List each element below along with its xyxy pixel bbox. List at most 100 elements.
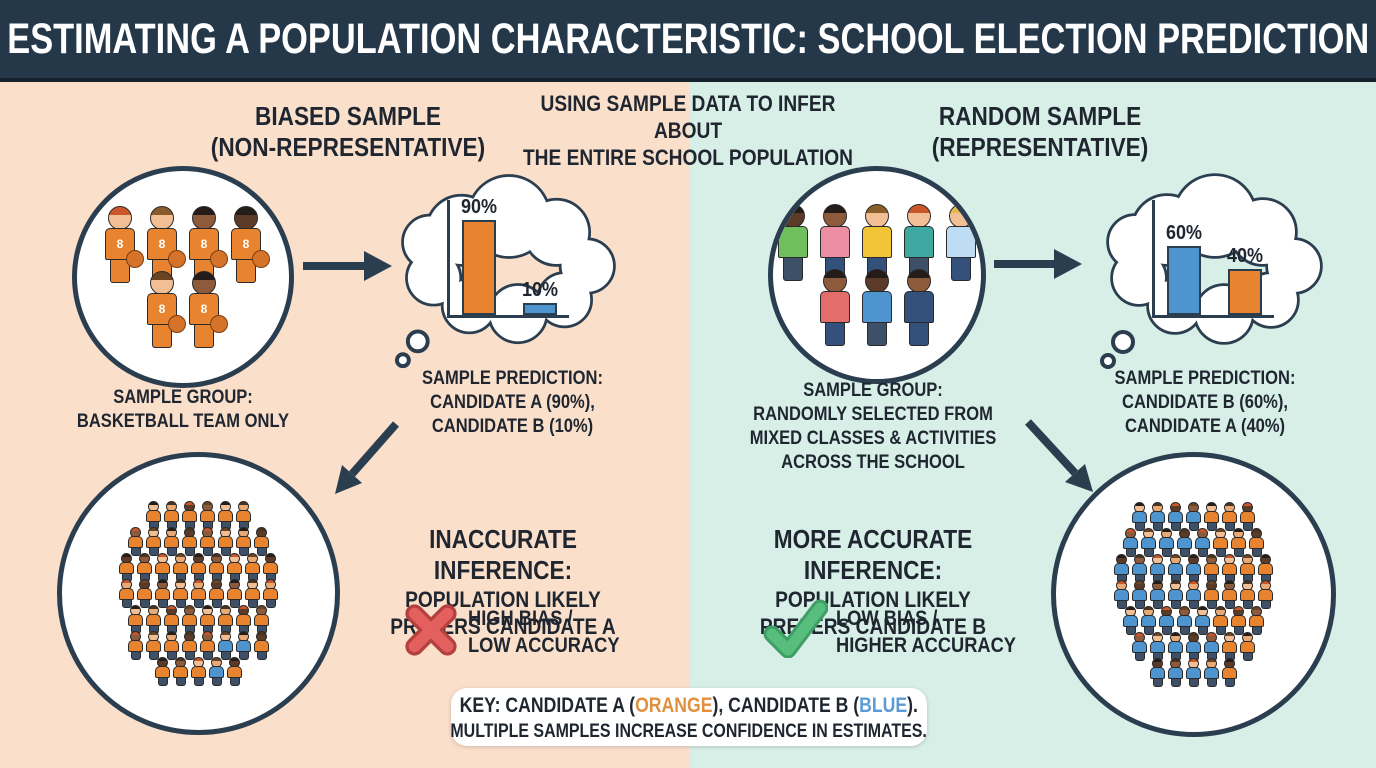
person-figure	[164, 527, 179, 556]
person-figure	[1159, 528, 1174, 557]
person-figure	[820, 269, 850, 346]
biased-population-circle	[57, 452, 340, 735]
person-figure	[1204, 632, 1219, 661]
person-figure	[146, 605, 161, 634]
bar-label-candidate-a: 90%	[461, 196, 498, 218]
person-figure	[1222, 632, 1237, 661]
person-figure	[173, 657, 188, 686]
person-figure	[1186, 632, 1201, 661]
crowd-row	[1056, 580, 1331, 609]
person-figure	[1168, 658, 1183, 687]
random-sample-group-caption: SAMPLE GROUP: RANDOMLY SELECTED FROM MIX…	[749, 380, 997, 473]
sample-row	[773, 269, 981, 346]
page-title: ESTIMATING A POPULATION CHARACTERISTIC: …	[7, 14, 1369, 63]
person-figure	[1249, 528, 1264, 557]
person-figure	[1231, 606, 1246, 635]
person-figure	[1150, 658, 1165, 687]
person-figure	[1159, 606, 1174, 635]
person-figure	[1132, 502, 1147, 531]
person-figure	[254, 527, 269, 556]
basketball-icon	[210, 250, 228, 268]
person-figure	[1258, 580, 1273, 609]
person-figure	[862, 269, 892, 346]
person-figure	[1240, 554, 1255, 583]
basketball-icon	[252, 250, 270, 268]
person-figure	[182, 631, 197, 660]
random-prediction-thought-bubble: 60% 40%	[1092, 170, 1332, 370]
bar-candidate-a	[1227, 269, 1262, 315]
person-figure	[146, 631, 161, 660]
person-figure: 8	[231, 206, 270, 283]
person-figure	[227, 553, 242, 582]
key-line-2: MULTIPLE SAMPLES INCREASE CONFIDENCE IN …	[450, 720, 928, 742]
person-figure	[1222, 658, 1237, 687]
crowd-row	[62, 605, 335, 634]
person-figure	[200, 605, 215, 634]
person-figure	[1141, 606, 1156, 635]
person-figure	[254, 631, 269, 660]
random-sample-prediction-caption: SAMPLE PREDICTION: CANDIDATE B (60%), CA…	[1114, 368, 1296, 437]
basketball-icon	[126, 250, 144, 268]
bar-candidate-a	[462, 220, 497, 315]
thought-cloud-icon	[394, 174, 616, 369]
person-figure	[1195, 528, 1210, 557]
person-figure	[182, 527, 197, 556]
crowd-row	[62, 579, 335, 608]
crowd-row	[1056, 528, 1331, 557]
person-figure	[1222, 554, 1237, 583]
person-figure	[209, 657, 224, 686]
person-figure: 8	[105, 206, 144, 283]
person-figure	[1123, 528, 1138, 557]
person-figure	[146, 527, 161, 556]
person-figure	[1240, 502, 1255, 531]
person-figure	[119, 553, 134, 582]
red-x-icon	[405, 604, 457, 656]
person-figure	[218, 501, 233, 530]
person-figure: 8	[189, 271, 228, 348]
bar-candidate-b	[522, 303, 557, 315]
person-figure	[946, 204, 976, 281]
person-figure	[200, 501, 215, 530]
bar-candidate-b	[1167, 246, 1202, 315]
person-figure	[182, 501, 197, 530]
person-figure	[1240, 632, 1255, 661]
person-figure	[164, 605, 179, 634]
person-figure	[1132, 554, 1147, 583]
person-figure	[1186, 554, 1201, 583]
person-figure	[137, 553, 152, 582]
random-sample-heading: RANDOM SAMPLE (REPRESENTATIVE)	[931, 101, 1149, 162]
person-figure	[904, 269, 934, 346]
person-figure	[128, 527, 143, 556]
person-figure	[1213, 528, 1228, 557]
basketball-icon	[168, 250, 186, 268]
person-figure	[1213, 606, 1228, 635]
crowd-row	[62, 657, 335, 686]
person-figure	[1150, 632, 1165, 661]
person-figure	[137, 579, 152, 608]
person-figure	[245, 553, 260, 582]
biased-prediction-thought-bubble: 90% 10%	[392, 170, 620, 370]
person-figure	[1114, 580, 1129, 609]
crowd-row	[1056, 632, 1331, 661]
person-figure	[1204, 502, 1219, 531]
crowd-row	[1056, 658, 1331, 687]
person-figure	[1186, 658, 1201, 687]
crowd-row	[1056, 606, 1331, 635]
person-figure	[263, 553, 278, 582]
person-figure	[1168, 632, 1183, 661]
crowd-row	[1056, 502, 1331, 531]
key-legend-box: KEY: CANDIDATE A (ORANGE), CANDIDATE B (…	[451, 688, 927, 746]
person-figure	[236, 605, 251, 634]
person-figure	[1222, 580, 1237, 609]
person-figure	[1186, 580, 1201, 609]
person-figure	[1258, 554, 1273, 583]
crowd-row	[62, 501, 335, 530]
person-figure	[227, 579, 242, 608]
person-figure	[155, 553, 170, 582]
person-figure	[1150, 580, 1165, 609]
person-figure	[128, 605, 143, 634]
person-figure	[209, 579, 224, 608]
person-figure	[1177, 528, 1192, 557]
person-figure	[236, 631, 251, 660]
